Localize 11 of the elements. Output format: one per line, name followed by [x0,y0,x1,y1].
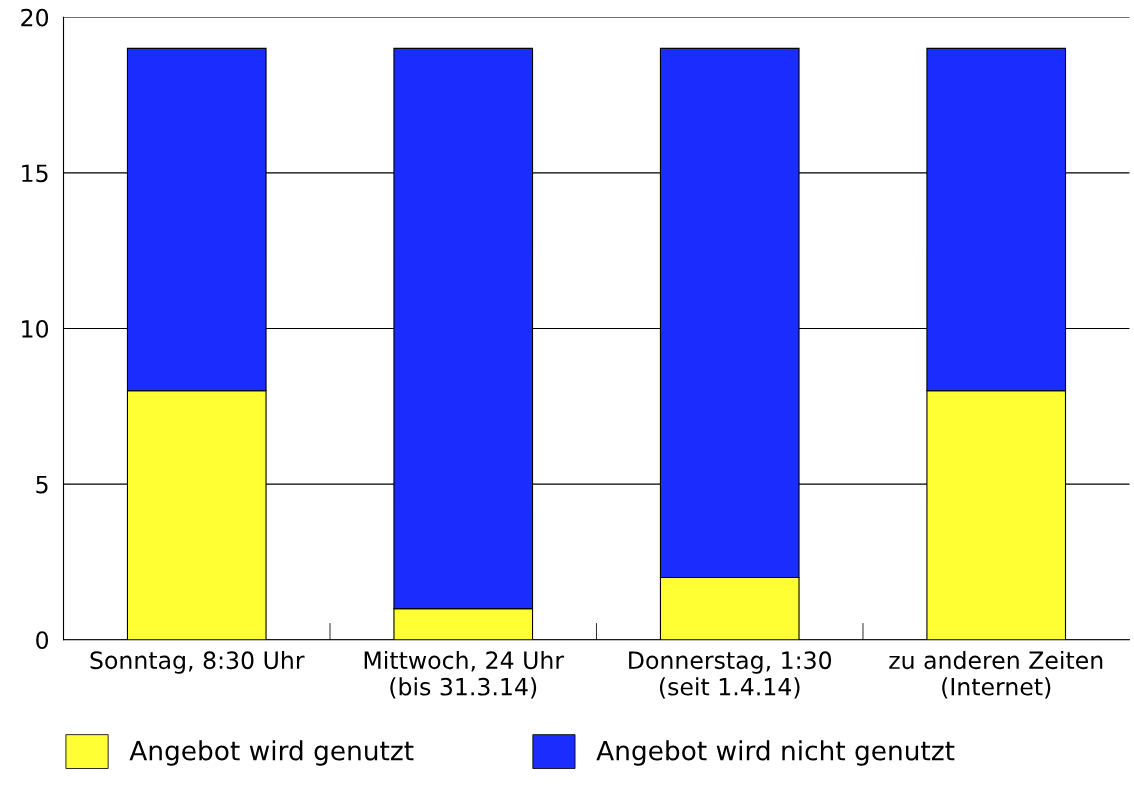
x-tick-label: Sonntag, 8:30 Uhr [90,650,305,674]
x-tick-label: Donnerstag, 1:30 (seit 1.4.14) [629,651,832,699]
x-tick-label: zu anderen Zeiten (Internet) [889,650,1103,699]
legend-label: Angebot wird nicht genutzt [596,740,955,766]
legend-label: Angebot wird genutzt [129,740,414,766]
y-tick-label: 5 [36,475,48,494]
y-tick-label: 10 [22,319,49,338]
x-tick-label: Mittwoch, 24 Uhr (bis 31.3.14) [364,650,565,699]
y-tick-label: 0 [36,631,49,650]
y-tick-label: 20 [21,8,49,27]
y-tick-label: 15 [22,164,48,183]
